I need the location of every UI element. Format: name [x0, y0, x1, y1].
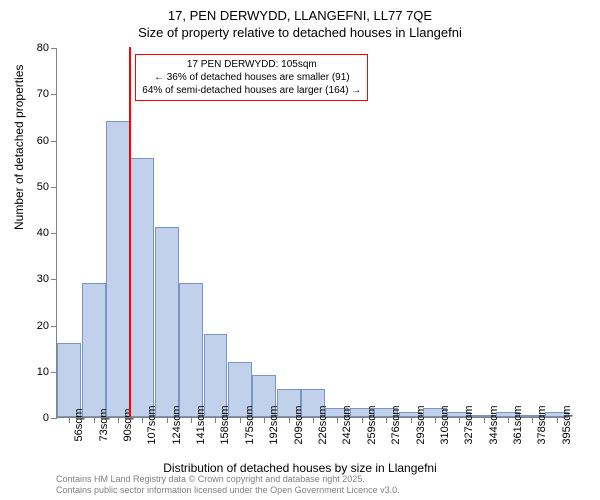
- title-line2: Size of property relative to detached ho…: [0, 23, 600, 40]
- y-tick-label: 30: [37, 273, 49, 285]
- x-tick: [167, 417, 168, 423]
- x-tick: [484, 417, 485, 423]
- title-line1: 17, PEN DERWYDD, LLANGEFNI, LL77 7QE: [0, 0, 600, 23]
- x-tick: [94, 417, 95, 423]
- histogram-bar: [82, 283, 106, 417]
- y-tick: [51, 94, 57, 95]
- y-tick: [51, 372, 57, 373]
- annotation-box: 17 PEN DERWYDD: 105sqm← 36% of detached …: [135, 54, 368, 101]
- x-tick-label: 344sqm: [488, 405, 500, 444]
- annotation-line3: 64% of semi-detached houses are larger (…: [142, 84, 361, 97]
- x-tick-label: 327sqm: [463, 405, 475, 444]
- histogram-bar: [106, 121, 130, 417]
- y-tick-label: 10: [37, 366, 49, 378]
- footer-line1: Contains HM Land Registry data © Crown c…: [56, 474, 400, 485]
- x-tick: [313, 417, 314, 423]
- y-tick-label: 20: [37, 320, 49, 332]
- y-tick: [51, 187, 57, 188]
- histogram-bar: [155, 227, 179, 417]
- x-tick: [386, 417, 387, 423]
- x-tick: [508, 417, 509, 423]
- annotation-line1: 17 PEN DERWYDD: 105sqm: [142, 58, 361, 71]
- y-tick: [51, 141, 57, 142]
- x-tick: [362, 417, 363, 423]
- x-tick-label: 310sqm: [439, 405, 451, 444]
- y-tick: [51, 279, 57, 280]
- x-tick: [69, 417, 70, 423]
- x-tick: [240, 417, 241, 423]
- x-tick: [118, 417, 119, 423]
- x-tick: [215, 417, 216, 423]
- histogram-bar: [57, 343, 81, 417]
- y-tick: [51, 233, 57, 234]
- x-tick-label: 378sqm: [536, 405, 548, 444]
- x-tick: [142, 417, 143, 423]
- x-tick: [435, 417, 436, 423]
- y-tick-label: 0: [43, 412, 49, 424]
- y-tick-label: 80: [37, 42, 49, 54]
- x-tick-label: 361sqm: [512, 405, 524, 444]
- y-tick: [51, 48, 57, 49]
- x-tick: [191, 417, 192, 423]
- y-tick-label: 60: [37, 135, 49, 147]
- property-marker-line: [129, 47, 131, 417]
- x-tick: [557, 417, 558, 423]
- x-tick: [337, 417, 338, 423]
- annotation-line2: ← 36% of detached houses are smaller (91…: [142, 71, 361, 84]
- x-tick: [289, 417, 290, 423]
- x-tick-label: 395sqm: [561, 405, 573, 444]
- histogram-bar: [130, 158, 154, 417]
- histogram-chart: 0102030405060708056sqm73sqm90sqm107sqm12…: [56, 48, 568, 418]
- y-tick-label: 40: [37, 227, 49, 239]
- x-tick: [264, 417, 265, 423]
- x-tick: [532, 417, 533, 423]
- y-tick: [51, 326, 57, 327]
- y-axis-label: Number of detached properties: [12, 65, 26, 230]
- footer-line2: Contains public sector information licen…: [56, 485, 400, 496]
- x-tick: [459, 417, 460, 423]
- x-tick-label: 276sqm: [390, 405, 402, 444]
- y-tick-label: 70: [37, 88, 49, 100]
- y-tick-label: 50: [37, 181, 49, 193]
- footer-attribution: Contains HM Land Registry data © Crown c…: [56, 474, 400, 496]
- y-tick: [51, 418, 57, 419]
- x-axis-label: Distribution of detached houses by size …: [0, 461, 600, 475]
- x-tick: [411, 417, 412, 423]
- histogram-bar: [179, 283, 203, 417]
